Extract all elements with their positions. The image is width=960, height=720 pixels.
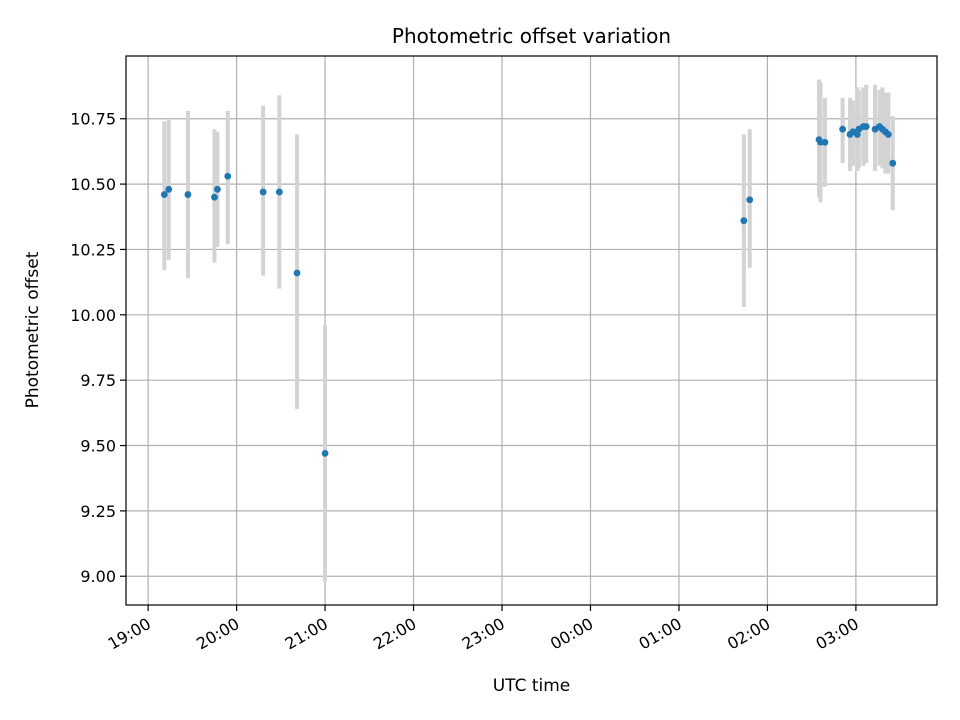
data-point: [862, 123, 870, 130]
data-points: [160, 123, 897, 457]
data-point: [839, 125, 847, 133]
data-point: [165, 185, 173, 193]
data-point: [259, 188, 267, 196]
data-point: [275, 188, 283, 196]
data-point: [321, 449, 329, 457]
plot-area-frame: [125, 55, 938, 606]
data-point: [746, 196, 754, 204]
y-axis-ticks: 9.00 9.25 9.50 9.75 10.00 10.25 10.50 10.75: [70, 110, 126, 586]
y-tick-label: 9.00: [80, 567, 116, 586]
data-point: [884, 131, 892, 138]
x-axis-title: UTC time: [493, 676, 571, 696]
data-point: [160, 191, 168, 198]
y-tick-label: 10.00: [70, 306, 116, 325]
data-point: [224, 172, 232, 180]
data-point: [740, 217, 748, 225]
y-axis-title: Photometric offset: [23, 251, 43, 408]
chart-title: Photometric offset variation: [392, 24, 671, 48]
data-point: [889, 159, 897, 167]
y-tick-label: 9.75: [80, 371, 116, 390]
y-tick-label: 9.50: [80, 437, 116, 456]
data-point: [211, 193, 218, 201]
y-tick-label: 10.50: [70, 175, 116, 194]
data-point: [853, 131, 861, 138]
data-point: [184, 191, 192, 198]
data-point: [293, 269, 301, 277]
grid: [126, 56, 937, 605]
y-tick-label: 10.25: [70, 240, 116, 259]
data-point: [821, 138, 829, 146]
y-tick-label: 10.75: [70, 110, 116, 129]
y-tick-label: 9.25: [80, 502, 116, 521]
data-point: [214, 185, 221, 193]
